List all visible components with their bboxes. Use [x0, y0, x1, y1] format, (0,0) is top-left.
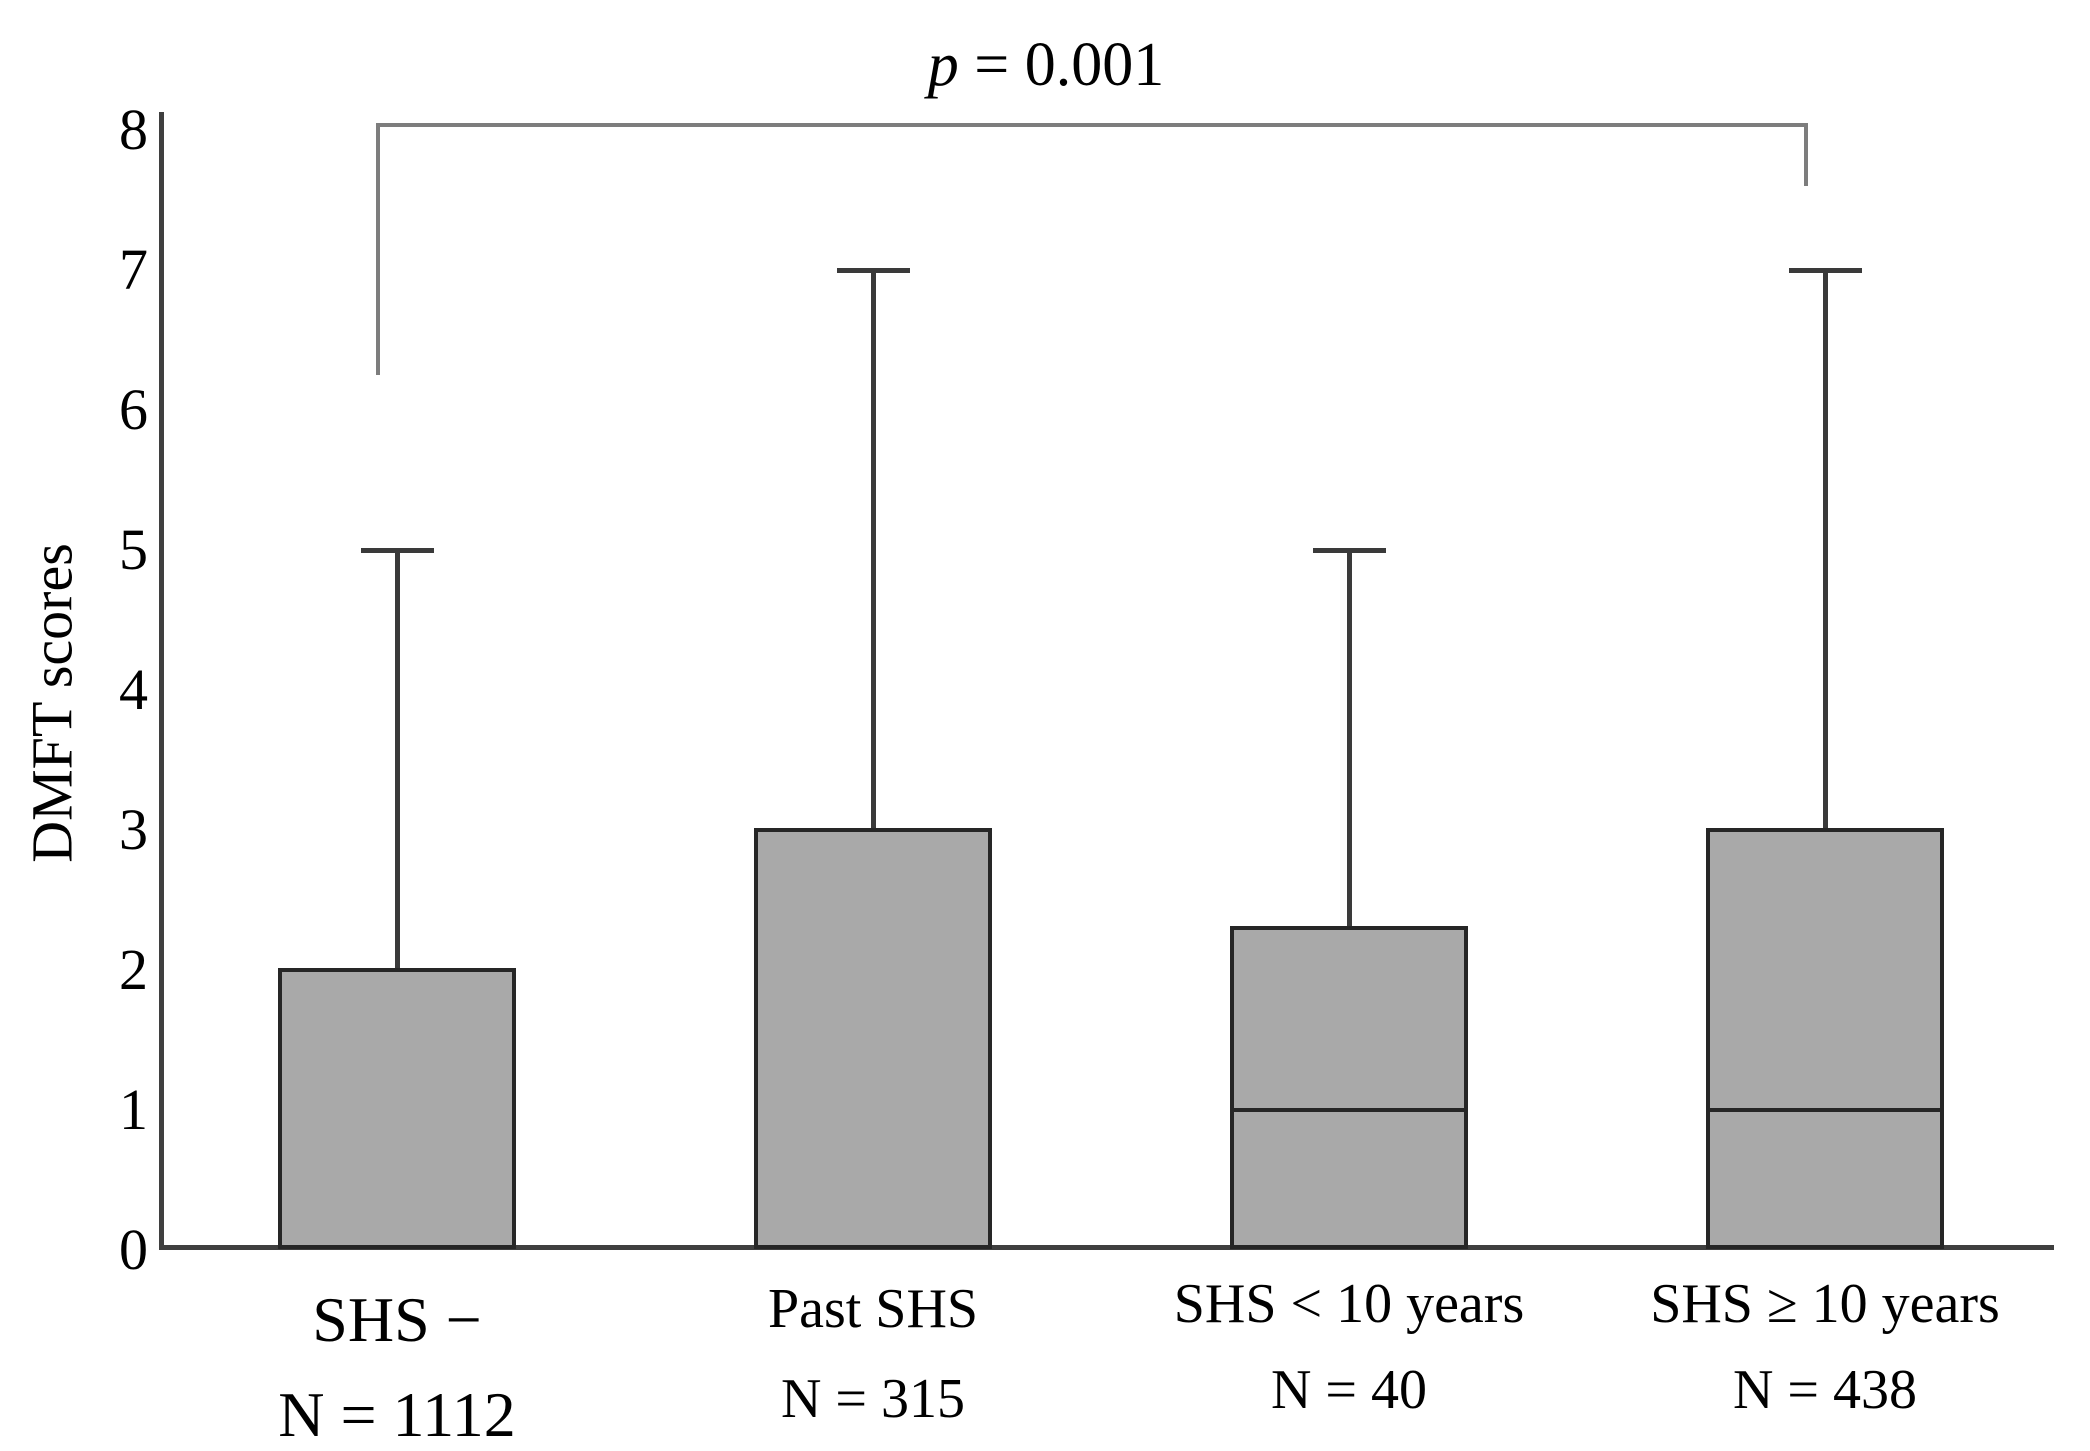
y-tick-label-6: 6 — [119, 377, 148, 442]
iqr-box-shs-10-years — [1230, 926, 1468, 1249]
bracket-left-arm — [376, 123, 380, 375]
group-label-past-shs: Past SHS — [767, 1278, 979, 1340]
bracket-bar — [376, 123, 1808, 127]
group-label-shs-10-years: SHS < 10 years — [1173, 1273, 1525, 1335]
group-label-shs-10-years: SHS ≥ 10 years — [1650, 1273, 2000, 1335]
iqr-box-past-shs — [754, 828, 992, 1249]
y-axis-line — [159, 112, 164, 1249]
whisker-cap-past-shs — [837, 268, 910, 273]
group-label-shs: SHS − — [312, 1284, 482, 1355]
y-tick-label-2: 2 — [119, 937, 148, 1002]
upper-whisker-shs-10-years — [1823, 270, 1828, 830]
upper-whisker-shs-10-years — [1347, 550, 1352, 928]
n-label-shs-10-years: N = 40 — [1270, 1359, 1428, 1421]
p-value-number: = 0.001 — [958, 31, 1165, 99]
upper-whisker-past-shs — [871, 270, 876, 830]
p-value-annotation: p = 0.001 — [928, 30, 1164, 101]
median-line-shs-10-years — [1232, 1108, 1466, 1112]
n-label-past-shs: N = 315 — [780, 1368, 966, 1430]
y-tick-label-7: 7 — [119, 237, 148, 302]
bracket-right-arm — [1804, 123, 1808, 186]
y-tick-label-4: 4 — [119, 657, 148, 722]
p-value-symbol: p — [927, 31, 959, 99]
n-label-shs-10-years: N = 438 — [1732, 1359, 1918, 1421]
iqr-box-shs — [278, 968, 516, 1249]
n-label-shs: N = 1112 — [278, 1379, 516, 1450]
x-axis-line — [159, 1245, 2054, 1250]
y-tick-label-8: 8 — [119, 97, 148, 162]
whisker-cap-shs-10-years — [1313, 548, 1386, 553]
y-tick-label-1: 1 — [119, 1077, 148, 1142]
whisker-cap-shs — [361, 548, 434, 553]
y-tick-label-3: 3 — [119, 797, 148, 862]
median-line-shs-10-years — [1708, 1108, 1942, 1112]
y-tick-label-0: 0 — [119, 1217, 148, 1282]
whisker-cap-shs-10-years — [1789, 268, 1862, 273]
iqr-box-shs-10-years — [1706, 828, 1944, 1249]
y-tick-label-5: 5 — [119, 517, 148, 582]
upper-whisker-shs — [395, 550, 400, 970]
